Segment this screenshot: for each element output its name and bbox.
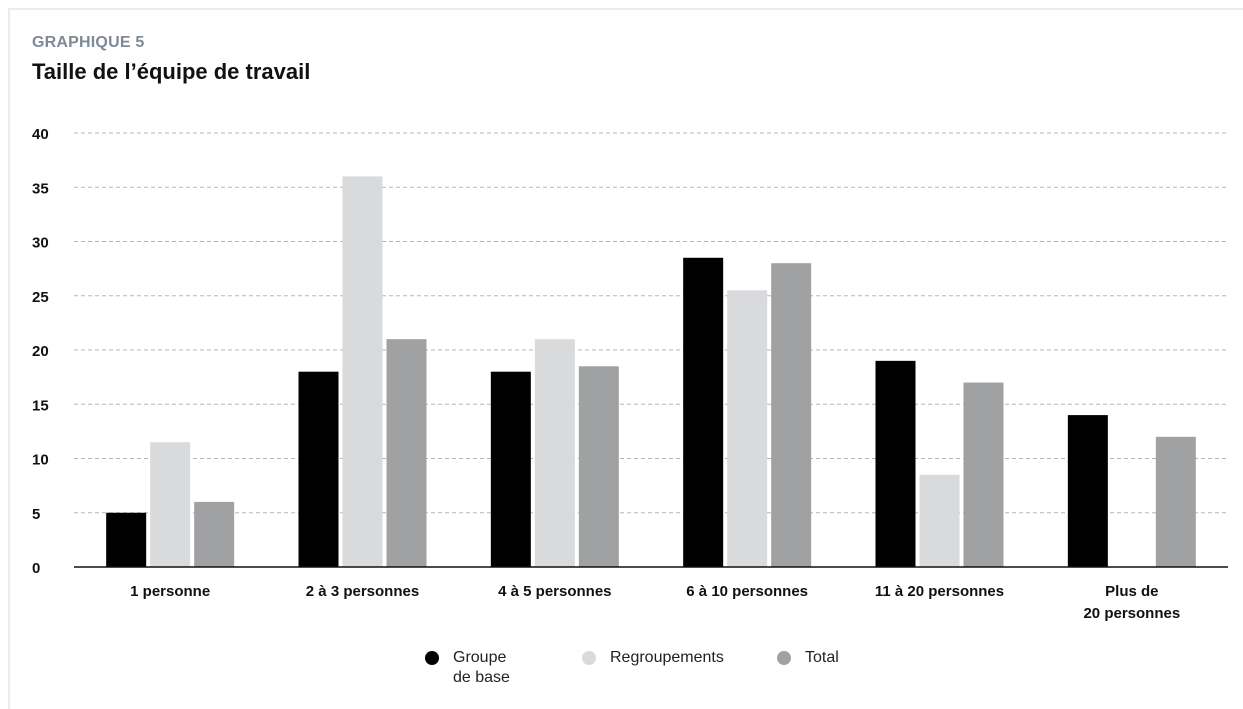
y-tick-label: 0 [32,560,40,577]
legend-label: Total [805,648,839,668]
y-tick-label: 10 [32,452,49,469]
bar-series-0-cat-4 [875,360,916,567]
y-tick-label: 25 [32,289,49,306]
bar-series-2-cat-2 [578,366,619,567]
legend-label: Groupe de base [453,648,510,688]
legend-label-line: de base [453,669,510,686]
bars [106,176,1196,567]
x-category-label: 4 à 5 personnes [498,583,611,600]
legend-swatch [777,651,791,665]
bar-series-1-cat-1 [342,176,383,567]
bar-series-2-cat-3 [771,263,812,567]
y-axis-ticks: 0 5 10 15 20 25 30 35 40 [32,126,49,577]
bar-series-2-cat-4 [963,382,1004,567]
x-axis-categories: 1 personne 2 à 3 personnes 4 à 5 personnes… [130,583,1180,622]
bar-series-0-cat-0 [106,512,147,567]
chart-title: Taille de l’équipe de travail [32,59,311,84]
legend-label-line: Total [805,649,839,666]
legend-swatch [582,651,596,665]
legend-label-line: Regroupements [610,649,724,666]
bar-series-1-cat-4 [919,474,960,567]
legend-label-line: Groupe [453,649,507,666]
chart-eyebrow: GRAPHIQUE 5 [32,34,145,51]
x-category-label: 11 à 20 personnes [875,583,1004,600]
legend: Groupe de base Regroupements Total [0,648,1243,698]
y-tick-label: 15 [32,397,49,414]
legend-swatch [425,651,439,665]
legend-label: Regroupements [610,648,724,668]
chart-frame [8,8,1243,709]
bar-series-2-cat-0 [194,501,235,567]
x-category-label: 1 personne [130,583,210,600]
y-tick-label: 35 [32,180,49,197]
y-tick-label: 40 [32,126,49,143]
bar-series-1-cat-2 [534,339,575,567]
x-category-label: 2 à 3 personnes [306,583,419,600]
y-tick-label: 30 [32,235,49,252]
bar-series-1-cat-3 [727,290,768,567]
y-tick-label: 5 [32,506,40,523]
x-category-label: 20 personnes [1083,605,1180,622]
x-category-label: 6 à 10 personnes [686,583,808,600]
bar-series-0-cat-1 [298,371,339,567]
bar-series-2-cat-1 [386,339,427,567]
grid-lines [74,132,1228,514]
x-category-label: Plus de [1105,583,1158,600]
bar-series-0-cat-5 [1067,415,1108,567]
bar-chart: 0 5 10 15 20 25 30 35 40 1 personne 2 à 3 personn… [32,126,1228,622]
y-tick-label: 20 [32,343,49,360]
bar-series-2-cat-5 [1155,436,1196,567]
bar-series-0-cat-2 [490,371,531,567]
bar-series-0-cat-3 [683,257,724,567]
bar-series-1-cat-0 [150,442,191,567]
